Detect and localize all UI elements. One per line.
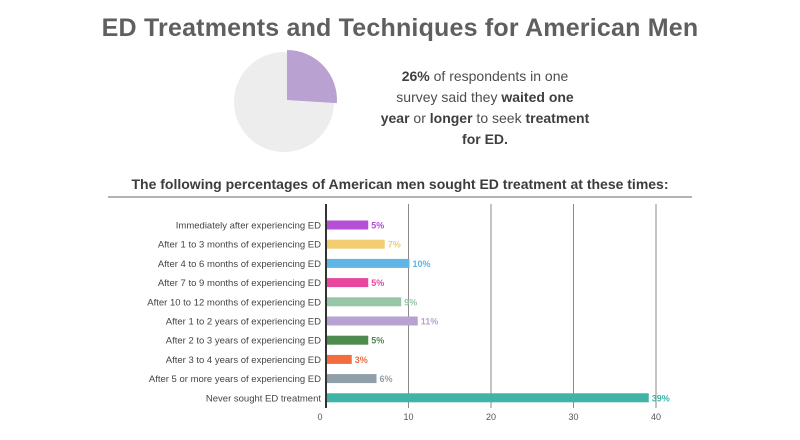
data-label: 9% [404,297,417,307]
data-label: 5% [371,278,384,288]
category-label: After 1 to 2 years of experiencing ED [166,317,321,328]
x-tick-label-30: 30 [568,412,578,422]
page-title: ED Treatments and Techniques for America… [101,14,699,42]
stat-text-1: of respondents in one survey said they [396,68,569,105]
stat-callout: 26% of respondents in one survey said th… [380,66,590,150]
pie-slice-26 [287,50,337,104]
stat-longer: longer [429,110,473,126]
category-label: After 7 to 9 months of experiencing ED [158,278,321,289]
category-label: After 2 to 3 years of experiencing ED [166,336,321,347]
bar [327,316,418,326]
bar [327,258,410,268]
chart-subtitle: The following percentages of American me… [131,176,669,192]
x-tick-label-40: 40 [651,412,661,422]
stat-one-year: one year [380,89,574,126]
data-label: 11% [421,317,439,327]
stat-treatment: treatment for ED. [462,110,590,147]
bar [327,278,369,288]
bar [327,297,402,307]
stat-waited: waited [501,89,545,105]
category-label: Immediately after experiencing ED [176,221,321,232]
bar [327,335,369,345]
bar [327,374,377,384]
category-label: After 5 or more years of experiencing ED [149,374,321,385]
bar [327,220,369,230]
stat-percent: 26% [401,68,430,84]
bar [327,393,649,403]
data-label: 5% [371,336,384,346]
x-tick-label-20: 20 [486,412,496,422]
category-label: After 4 to 6 months of experiencing ED [158,259,321,270]
category-label: Never sought ED treatment [206,393,321,404]
pie-chart [234,50,337,152]
data-label: 3% [355,355,368,365]
data-label: 6% [380,374,393,384]
subtitle-rule [108,196,692,198]
x-tick-label-10: 10 [403,412,413,422]
data-label: 7% [388,240,401,250]
category-label: After 1 to 3 months of experiencing ED [158,240,321,251]
bar [327,239,385,249]
stat-text-4: to seek [472,110,526,126]
bar [327,354,352,364]
data-label: 5% [371,221,384,231]
data-label: 10% [413,259,431,269]
bar-chart: 0 10 20 30 40 Immediately after experiencing … [147,204,670,422]
data-label: 39% [652,393,670,403]
stat-text-3: or [409,110,430,126]
category-label: After 10 to 12 months of experiencing ED [147,297,321,308]
category-label: After 3 to 4 years of experiencing ED [166,355,321,366]
x-tick-label-0: 0 [317,412,322,422]
